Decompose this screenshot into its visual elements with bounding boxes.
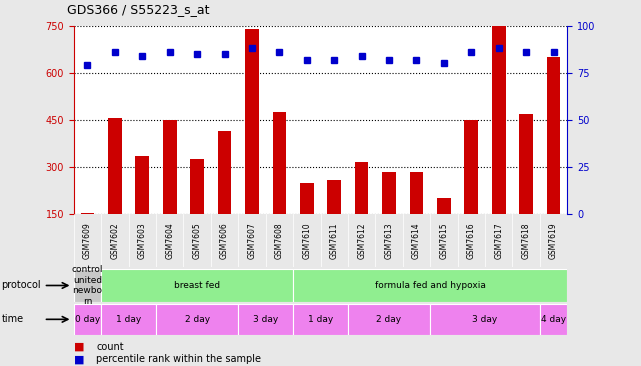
Bar	[382, 172, 396, 261]
Text: ■: ■	[74, 354, 84, 365]
Text: protocol: protocol	[1, 280, 41, 291]
Text: time: time	[1, 314, 24, 324]
Bar	[101, 269, 293, 302]
Text: GSM7614: GSM7614	[412, 222, 421, 259]
Text: breast fed: breast fed	[174, 281, 220, 290]
Bar	[238, 304, 293, 335]
Bar	[465, 120, 478, 261]
Bar	[74, 304, 101, 335]
Bar	[540, 304, 567, 335]
Text: GSM7603: GSM7603	[138, 222, 147, 259]
Bar	[300, 183, 313, 261]
Text: formula fed and hypoxia: formula fed and hypoxia	[375, 281, 486, 290]
Text: GSM7611: GSM7611	[329, 223, 338, 259]
Text: GSM7602: GSM7602	[110, 222, 119, 259]
Text: GSM7606: GSM7606	[220, 222, 229, 259]
Bar	[430, 304, 540, 335]
Bar	[354, 162, 369, 261]
Text: GSM7605: GSM7605	[192, 222, 202, 259]
Bar	[293, 269, 567, 302]
Text: GSM7610: GSM7610	[303, 222, 312, 259]
Bar	[74, 269, 101, 302]
Text: 2 day: 2 day	[376, 315, 402, 324]
Bar	[492, 26, 506, 261]
Text: 1 day: 1 day	[308, 315, 333, 324]
Bar	[437, 198, 451, 261]
Text: GSM7619: GSM7619	[549, 222, 558, 259]
Text: 0 day: 0 day	[75, 315, 100, 324]
Bar	[519, 113, 533, 261]
Bar	[156, 304, 238, 335]
Bar	[245, 29, 259, 261]
Bar	[135, 156, 149, 261]
Text: 3 day: 3 day	[472, 315, 497, 324]
Bar	[190, 159, 204, 261]
Text: GSM7617: GSM7617	[494, 222, 503, 259]
Text: GSM7616: GSM7616	[467, 222, 476, 259]
Bar	[218, 131, 231, 261]
Bar	[348, 304, 430, 335]
Bar	[101, 304, 156, 335]
Text: GSM7607: GSM7607	[247, 222, 256, 259]
Bar	[272, 112, 287, 261]
Text: GSM7608: GSM7608	[275, 222, 284, 259]
Bar	[328, 180, 341, 261]
Text: 1 day: 1 day	[116, 315, 141, 324]
Text: percentile rank within the sample: percentile rank within the sample	[96, 354, 261, 365]
Text: GSM7618: GSM7618	[522, 223, 531, 259]
Bar	[81, 213, 94, 261]
Text: ■: ■	[74, 341, 84, 352]
Text: count: count	[96, 341, 124, 352]
Text: GSM7613: GSM7613	[385, 222, 394, 259]
Text: GSM7612: GSM7612	[357, 223, 366, 259]
Bar	[293, 304, 348, 335]
Text: 2 day: 2 day	[185, 315, 210, 324]
Bar	[108, 118, 122, 261]
Text: 4 day: 4 day	[541, 315, 566, 324]
Bar	[163, 120, 176, 261]
Bar	[410, 172, 423, 261]
Text: GSM7609: GSM7609	[83, 222, 92, 259]
Text: GSM7604: GSM7604	[165, 222, 174, 259]
Text: GDS366 / S55223_s_at: GDS366 / S55223_s_at	[67, 3, 210, 16]
Bar	[547, 57, 560, 261]
Text: GSM7615: GSM7615	[439, 222, 449, 259]
Text: control
united
newbo
rn: control united newbo rn	[72, 265, 103, 306]
Text: 3 day: 3 day	[253, 315, 278, 324]
